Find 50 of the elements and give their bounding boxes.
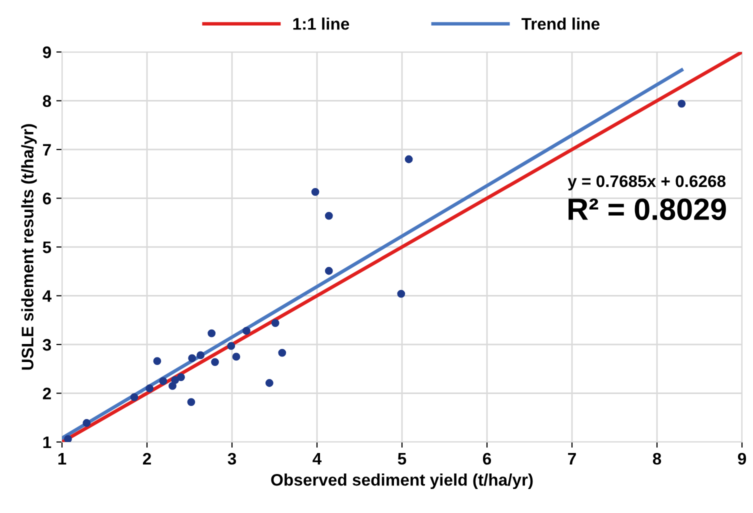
point xyxy=(153,357,162,366)
point xyxy=(82,419,91,427)
y-tick-label: 5 xyxy=(42,242,52,254)
point xyxy=(208,329,216,338)
y-tick-label: 3 xyxy=(42,338,51,351)
point xyxy=(159,377,168,386)
legend-label: 1:1 line xyxy=(293,18,350,30)
point xyxy=(397,290,406,298)
x-tick-label: 6 xyxy=(482,452,492,465)
x-tick-label: 8 xyxy=(652,452,662,465)
x-axis-title: Observed sediment yield (t/ha/yr) xyxy=(271,474,533,490)
point xyxy=(324,266,333,275)
x-tick-label: 5 xyxy=(398,453,406,465)
y-tick-label: 4 xyxy=(42,290,52,302)
point xyxy=(404,155,413,164)
point xyxy=(265,379,274,387)
point xyxy=(64,435,72,442)
point xyxy=(324,212,333,220)
point xyxy=(146,384,154,392)
point xyxy=(227,342,236,350)
annotation: R² = 0.8029 xyxy=(568,198,726,220)
point xyxy=(242,326,250,335)
legend-label: Trend line xyxy=(522,18,600,30)
point xyxy=(211,358,219,366)
y-tick-label: 1 xyxy=(43,436,52,448)
point xyxy=(271,319,280,327)
y-tick-label: 9 xyxy=(42,46,51,58)
annotation: y = 0.7685x + 0.6268 xyxy=(568,175,726,190)
point xyxy=(311,188,320,196)
x-tick-label: 4 xyxy=(312,453,322,464)
x-tick-label: 2 xyxy=(142,452,151,464)
x-tick-label: 3 xyxy=(228,452,236,465)
y-tick-label: 8 xyxy=(42,95,52,107)
y-tick-label: 2 xyxy=(42,388,51,400)
point xyxy=(130,393,138,402)
point xyxy=(232,352,240,361)
x-tick-label: 9 xyxy=(738,452,746,465)
point xyxy=(196,351,204,360)
point xyxy=(678,100,686,108)
y-tick-label: 6 xyxy=(42,192,51,204)
point xyxy=(177,373,185,382)
x-tick-label: 7 xyxy=(568,453,576,464)
point xyxy=(278,348,286,357)
point xyxy=(187,398,196,406)
y-tick-label: 7 xyxy=(43,144,51,156)
y-axis-title: USLE sidement results (t/ha/yr) xyxy=(21,124,37,370)
point xyxy=(168,382,176,390)
point xyxy=(171,376,179,384)
x-tick-label: 1 xyxy=(58,453,66,464)
point xyxy=(188,354,196,362)
